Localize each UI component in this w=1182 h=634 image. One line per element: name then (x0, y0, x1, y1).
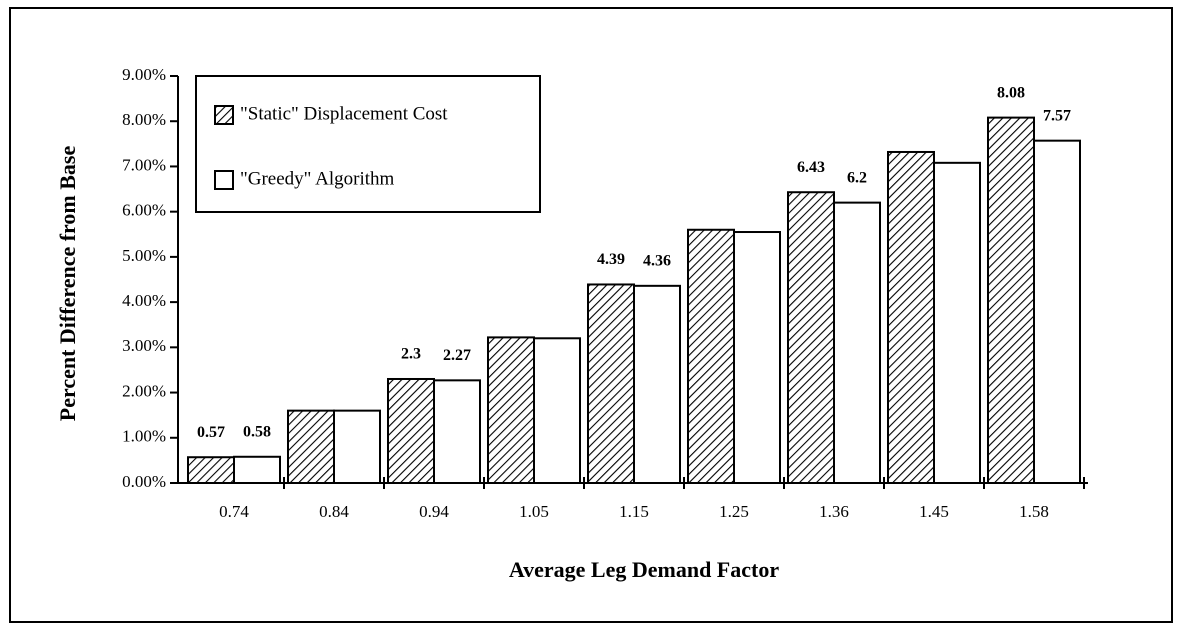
y-tick-label: 9.00% (122, 65, 166, 84)
value-label: 7.57 (1043, 107, 1071, 124)
bar (333, 409, 381, 484)
x-axis-label: Average Leg Demand Factor (509, 557, 779, 582)
bar (1033, 139, 1081, 484)
value-label: 8.08 (997, 84, 1025, 101)
bar (487, 336, 535, 484)
bar (433, 379, 481, 484)
legend-swatch (214, 105, 234, 125)
legend-box (195, 75, 541, 213)
value-label: 4.39 (597, 251, 625, 268)
bar (833, 201, 881, 484)
x-tick-label: 1.58 (1019, 502, 1049, 521)
value-label: 0.58 (243, 423, 271, 440)
value-label: 4.36 (643, 253, 671, 270)
x-tick-label: 1.15 (619, 502, 649, 521)
x-tick-label: 1.25 (719, 502, 749, 521)
y-tick-label: 7.00% (122, 155, 166, 174)
bar (387, 377, 435, 484)
bar (533, 337, 581, 484)
y-tick-label: 2.00% (122, 381, 166, 400)
bar (287, 409, 335, 484)
x-tick-label: 0.74 (219, 502, 249, 521)
bar (587, 283, 635, 485)
y-axis-label: Percent Difference from Base (55, 146, 80, 422)
bar (933, 161, 981, 484)
x-tick-label: 0.94 (419, 502, 449, 521)
y-tick-label: 8.00% (122, 110, 166, 129)
bar (633, 284, 681, 484)
bar (987, 116, 1035, 485)
frame (9, 7, 1173, 623)
bar (187, 456, 235, 484)
y-tick-label: 3.00% (122, 336, 166, 355)
y-tick-label: 5.00% (122, 246, 166, 265)
bar (687, 228, 735, 484)
y-tick-label: 1.00% (122, 427, 166, 446)
legend-label: "Static" Displacement Cost (240, 103, 448, 124)
value-label: 0.57 (197, 424, 225, 441)
legend-swatch (214, 170, 234, 190)
x-tick-label: 1.05 (519, 502, 549, 521)
bar (787, 191, 835, 485)
bar (233, 455, 281, 485)
bar (887, 150, 935, 484)
x-tick-label: 1.45 (919, 502, 949, 521)
y-tick-label: 0.00% (122, 472, 166, 491)
legend-label: "Greedy" Algorithm (240, 168, 395, 189)
bar (733, 231, 781, 484)
value-label: 2.3 (401, 346, 421, 363)
value-label: 2.27 (443, 347, 471, 364)
value-label: 6.43 (797, 159, 825, 176)
value-label: 6.2 (847, 169, 867, 186)
y-tick-label: 4.00% (122, 291, 166, 310)
x-tick-label: 1.36 (819, 502, 849, 521)
x-tick-label: 0.84 (319, 502, 349, 521)
y-tick-label: 6.00% (122, 201, 166, 220)
